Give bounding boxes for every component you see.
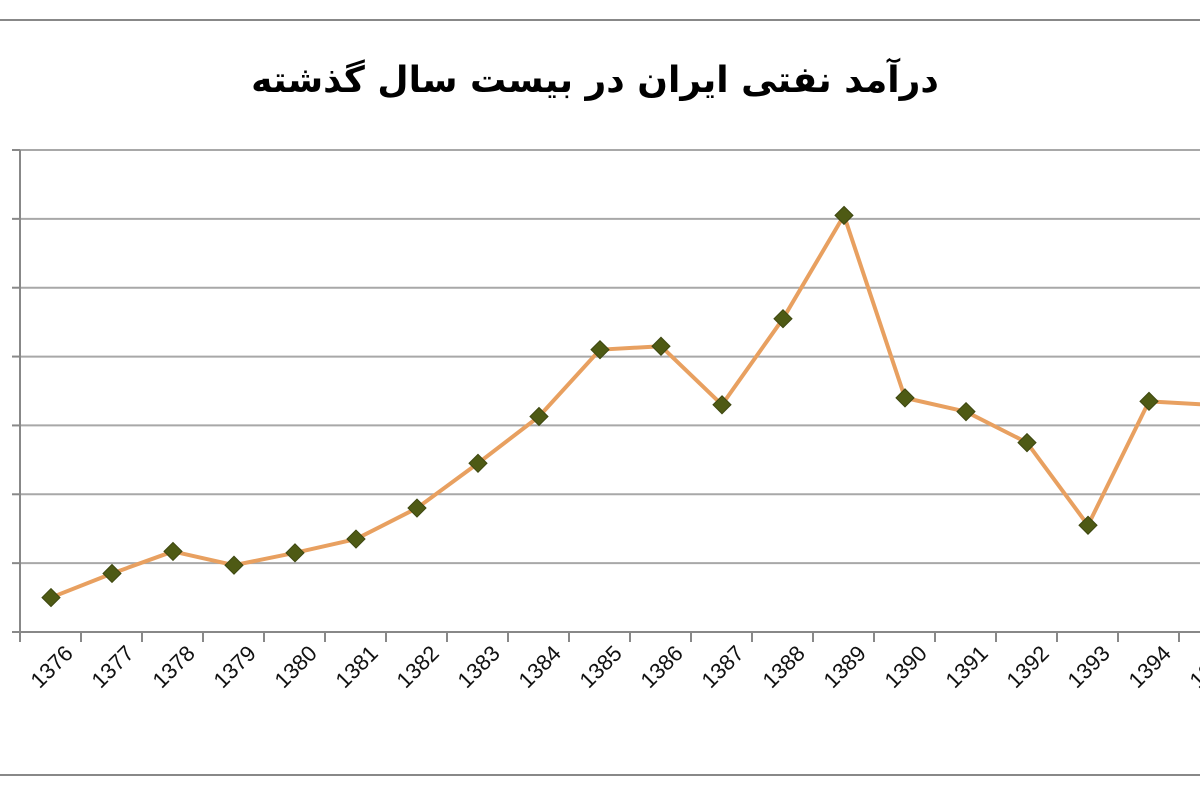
gridlines <box>20 149 1200 565</box>
series-line <box>50 213 1200 600</box>
x-tick-label-1378: 1378 <box>148 641 200 693</box>
data-point-1394 <box>1139 391 1159 412</box>
x-tick-label-1380: 1380 <box>270 641 322 693</box>
data-point-1388 <box>773 308 793 329</box>
data-point-1379 <box>224 555 244 575</box>
axes <box>12 149 1200 642</box>
data-point-1380 <box>285 543 305 563</box>
x-tick-label-1394: 1394 <box>1124 641 1176 693</box>
x-tick-label-1391: 1391 <box>941 641 993 693</box>
data-point-1376 <box>41 587 61 608</box>
x-tick-label-1379: 1379 <box>209 641 261 693</box>
x-tick-labels: 1376 1377 1378 1379 1380 1381 1382 1383 1384 1385… <box>26 641 1200 693</box>
data-point-1378 <box>163 541 183 562</box>
data-point-1384 <box>529 406 549 427</box>
data-point-1393 <box>1078 515 1098 535</box>
x-tick-label-1376: 1376 <box>26 641 78 693</box>
x-tick-label-1392: 1392 <box>1002 641 1054 693</box>
series-polyline <box>50 213 1200 600</box>
x-tick-label-1383: 1383 <box>453 641 505 693</box>
data-point-1390 <box>895 388 915 408</box>
x-tick-label-1382: 1382 <box>392 641 444 693</box>
data-point-1381 <box>346 529 366 549</box>
data-point-1377 <box>102 563 122 584</box>
data-point-1382 <box>407 498 427 518</box>
x-tick-label-1393: 1393 <box>1063 641 1115 693</box>
x-tick-label-1381: 1381 <box>331 641 383 693</box>
data-point-1383 <box>468 453 488 474</box>
data-point-1386 <box>651 336 671 356</box>
data-point-1387 <box>712 395 732 415</box>
data-point-1391 <box>956 401 976 422</box>
x-tick-label-1389: 1389 <box>819 641 871 693</box>
x-tick-label-1384: 1384 <box>514 641 566 693</box>
x-tick-label-1388: 1388 <box>758 641 810 693</box>
x-tick-label-1385: 1385 <box>575 641 627 693</box>
x-tick-label-1387: 1387 <box>697 641 749 693</box>
x-tick-label-1390: 1390 <box>880 641 932 693</box>
data-point-1392 <box>1017 432 1037 453</box>
series-markers <box>41 205 1159 608</box>
x-tick-label-1377: 1377 <box>87 641 139 693</box>
x-tick-label-1395: 1395 <box>1185 641 1200 693</box>
data-point-1389 <box>834 205 854 226</box>
chart-title: درآمد نفتی ایران در بیست سال گذشته <box>251 57 939 101</box>
data-point-1385 <box>590 339 610 360</box>
x-tick-label-1386: 1386 <box>636 641 688 693</box>
